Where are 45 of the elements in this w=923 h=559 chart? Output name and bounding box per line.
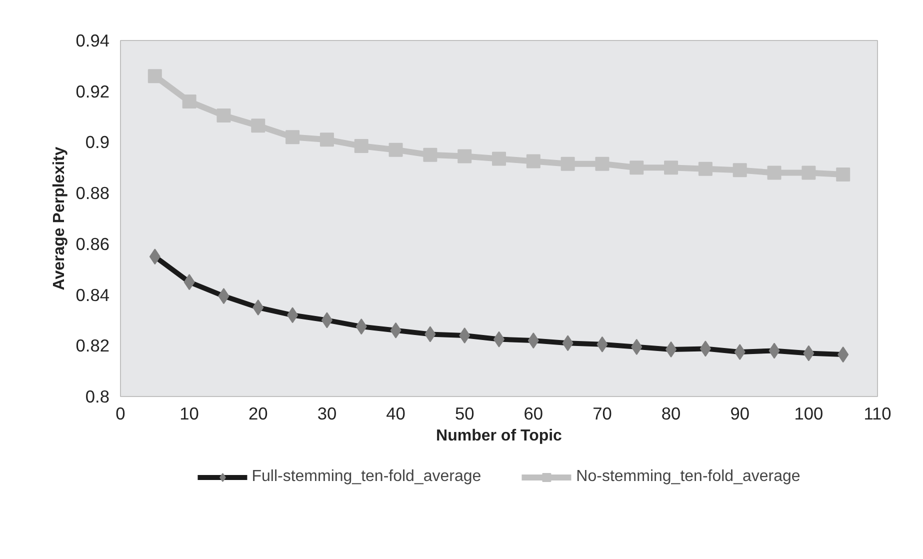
legend-label: Full-stemming_ten-fold_average bbox=[252, 468, 482, 486]
x-tick-label: 80 bbox=[661, 404, 681, 424]
point bbox=[802, 166, 816, 180]
legend-label: No-stemming_ten-fold_average bbox=[576, 468, 800, 486]
point bbox=[423, 148, 438, 162]
x-tick-label: 50 bbox=[454, 404, 474, 424]
y-tick-label: 0.88 bbox=[76, 183, 110, 204]
x-tick-label: 10 bbox=[180, 404, 199, 424]
point bbox=[630, 160, 644, 175]
x-axis-title: Number of Topic bbox=[436, 428, 562, 444]
point bbox=[836, 168, 850, 182]
point bbox=[388, 142, 403, 157]
x-tick-label: 70 bbox=[592, 404, 612, 424]
y-tick-label: 0.86 bbox=[76, 234, 110, 254]
y-tick-label: 0.82 bbox=[76, 336, 110, 356]
x-tick-label: 0 bbox=[116, 404, 126, 424]
x-tick-label: 20 bbox=[248, 404, 268, 424]
point bbox=[182, 94, 196, 109]
point bbox=[698, 162, 712, 176]
point bbox=[458, 149, 472, 164]
point bbox=[251, 118, 266, 133]
point bbox=[216, 108, 231, 123]
point bbox=[148, 69, 162, 84]
y-tick-label: 0.94 bbox=[76, 30, 110, 50]
x-tick-label: 60 bbox=[524, 404, 544, 424]
y-tick-label: 0.8 bbox=[85, 386, 110, 406]
y-tick-label: 0.92 bbox=[76, 81, 110, 102]
point bbox=[286, 130, 300, 144]
point bbox=[595, 156, 610, 171]
x-tick-label: 110 bbox=[864, 404, 892, 424]
x-tick-label: 30 bbox=[317, 404, 337, 424]
y-tick-label: 0.9 bbox=[85, 132, 110, 152]
y-tick-label: 0.84 bbox=[76, 284, 110, 305]
point bbox=[560, 156, 575, 171]
x-tick-label: 90 bbox=[730, 404, 750, 424]
point bbox=[320, 132, 334, 147]
point bbox=[767, 166, 782, 180]
point bbox=[526, 154, 540, 168]
y-axis-title: Average Perplexity bbox=[50, 146, 68, 290]
x-tick-label: 40 bbox=[386, 404, 406, 424]
x-tick-label: 100 bbox=[794, 404, 824, 424]
point bbox=[664, 160, 678, 175]
point bbox=[492, 152, 506, 166]
point bbox=[354, 139, 368, 154]
point bbox=[732, 163, 747, 178]
